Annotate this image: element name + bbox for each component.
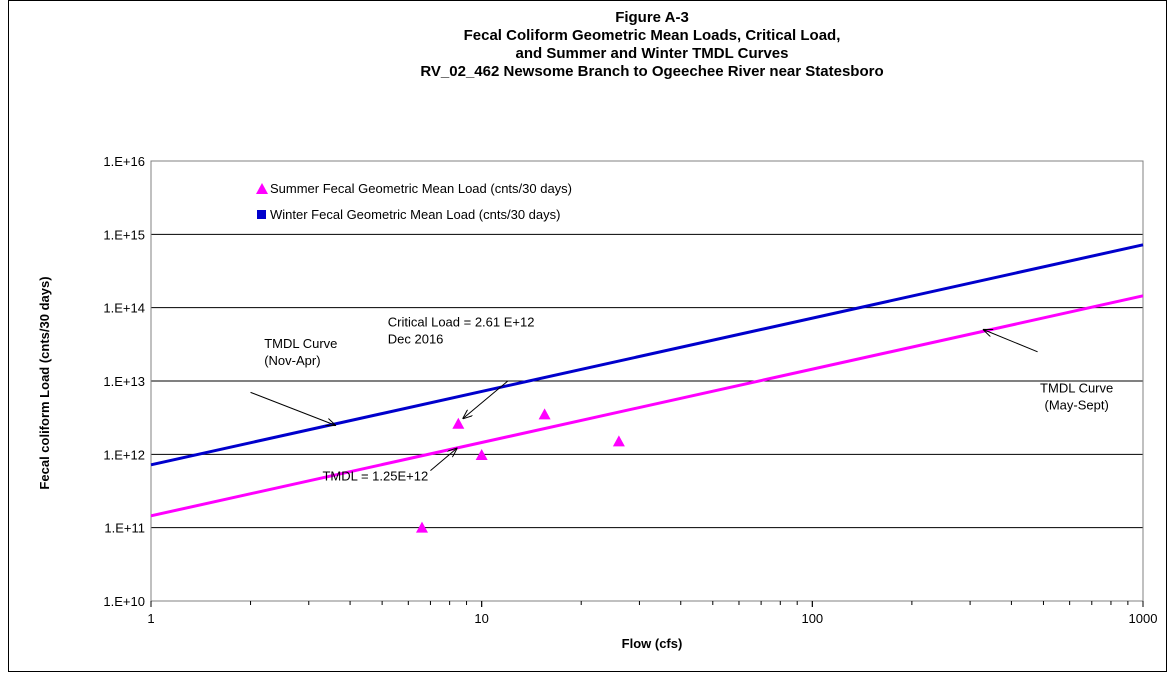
chart-title-line: Fecal Coliform Geometric Mean Loads, Cri… [464, 27, 841, 44]
tmdl-curve-line [150, 243, 1144, 467]
x-tick-label: 100 [801, 611, 823, 626]
annotation-text: TMDL = 1.25E+12 [322, 468, 428, 483]
data-point [415, 521, 428, 533]
plot-area [150, 160, 1144, 602]
x-axis-title: Flow (cfs) [622, 636, 683, 651]
legend-marker [257, 210, 266, 219]
legend-entry: Winter Fecal Geometric Mean Load (cnts/3… [270, 207, 560, 222]
chart-frame [8, 0, 1167, 672]
legend-marker [256, 183, 268, 194]
y-tick-label: 1.E+16 [103, 154, 145, 169]
y-tick-label: 1.E+15 [103, 227, 145, 242]
tmdl-curve-line [150, 294, 1144, 518]
annotation-text: TMDL Curve [1040, 380, 1113, 395]
y-tick-label: 1.E+13 [103, 374, 145, 389]
y-tick-label: 1.E+11 [104, 521, 145, 536]
data-point [475, 448, 488, 460]
chart-title-line: RV_02_462 Newsome Branch to Ogeechee Riv… [420, 63, 883, 80]
annotation-text: (May-Sept) [1045, 397, 1109, 412]
annotation-arrow [250, 391, 335, 425]
data-point [612, 435, 625, 447]
chart-title-line: Figure A-3 [615, 9, 689, 26]
y-tick-label: 1.E+10 [103, 594, 145, 609]
annotation-arrow [430, 449, 456, 471]
x-tick-label: 10 [474, 611, 488, 626]
y-tick-label: 1.E+14 [103, 301, 145, 316]
data-point [538, 408, 551, 420]
y-axis-title: Fecal coliform Load (cnts/30 days) [37, 276, 52, 489]
annotation-text: TMDL Curve [264, 336, 337, 351]
annotation-arrow [984, 330, 1038, 353]
annotation-text: Critical Load = 2.61 E+12 [388, 315, 535, 330]
x-tick-label: 1 [147, 611, 154, 626]
annotation-text: (Nov-Apr) [264, 353, 320, 368]
annotation-arrow [463, 380, 509, 418]
y-tick-label: 1.E+12 [103, 447, 145, 462]
x-tick-label: 1000 [1129, 611, 1158, 626]
chart-title-line: and Summer and Winter TMDL Curves [516, 45, 789, 62]
annotation-text: Dec 2016 [388, 332, 444, 347]
legend-entry: Summer Fecal Geometric Mean Load (cnts/3… [270, 181, 572, 196]
data-point [452, 417, 465, 429]
